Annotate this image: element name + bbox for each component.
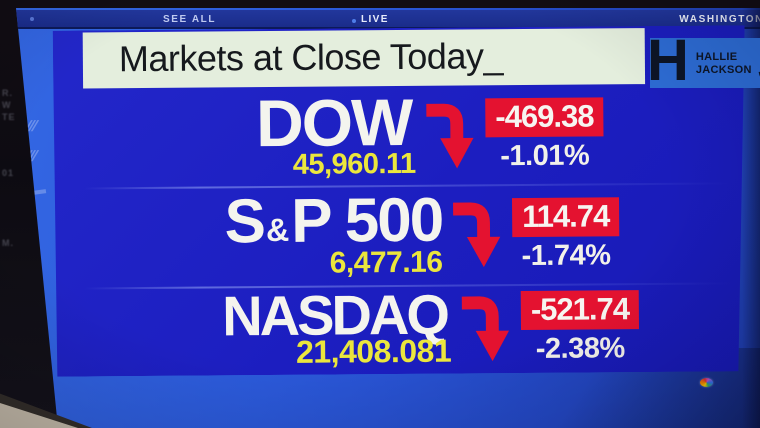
backdrop-text-fragment: M.: [2, 238, 14, 248]
index-name-block: NASDAQ 21,408.081: [55, 288, 452, 373]
bullet-dot-icon: [30, 17, 34, 21]
index-close-value: 45,960.11: [292, 148, 416, 182]
market-row-nasdaq: NASDAQ 21,408.081 -521.74 -2.38%: [55, 283, 748, 375]
trend-arrow-cell: [415, 96, 482, 177]
down-arrow-icon: [423, 96, 474, 176]
live-dot-icon: [352, 19, 356, 23]
location-label: WASHINGTON: [679, 14, 760, 25]
change-badge: -469.38: [485, 97, 603, 137]
see-all-label: SEE ALL: [163, 14, 217, 25]
index-close-value: 21,408.081: [295, 332, 452, 371]
change-block: 114.74 -1.74%: [512, 197, 620, 273]
change-block: -521.74 -2.38%: [521, 290, 640, 366]
change-badge: 114.74: [512, 197, 619, 237]
logo-letter-h: H: [650, 38, 689, 88]
index-name-block: S&P 500 6,477.16: [54, 192, 443, 282]
live-label: LIVE: [361, 14, 389, 25]
ticker-top-bar: SEE ALL LIVE WASHINGTON: [16, 10, 760, 29]
backdrop-text-fragment: W: [2, 100, 12, 110]
hallie-jackson-show-logo: H HALLIE JACKSON J: [650, 38, 760, 88]
backdrop-text-fragment: TE: [2, 112, 16, 122]
nbc-peacock-icon: [700, 378, 713, 387]
backdrop-text-fragment: 01: [2, 168, 15, 178]
change-percent: -1.74%: [521, 238, 611, 272]
index-name-part: S: [224, 187, 265, 257]
market-row-sp500: S&P 500 6,477.16 114.74 -1.74%: [54, 183, 747, 288]
show-host-name: HALLIE JACKSON: [696, 51, 752, 76]
change-block: -469.38 -1.01%: [485, 97, 604, 173]
host-last-name: JACKSON: [695, 64, 752, 76]
index-ampersand: &: [265, 211, 290, 248]
panel-title: Markets at Close Today_: [118, 35, 504, 80]
market-rows: DOW 45,960.11 -469.38 -1.01%: [53, 84, 747, 376]
down-arrow-icon: [450, 195, 501, 275]
backdrop-text-fragment: R.: [2, 88, 13, 98]
index-name: S&P 500: [224, 192, 442, 251]
host-first-name: HALLIE: [695, 51, 738, 64]
trend-arrow-cell: [442, 195, 509, 276]
watermark-slashes-icon: ///: [24, 118, 38, 135]
watermark-slashes-icon: ///: [24, 148, 38, 165]
nbc-news-now-vertical-label: NBC NEWS NOW: [28, 232, 37, 324]
index-close-value: 6,477.16: [329, 245, 443, 280]
studio-monitor-screen: SEE ALL LIVE WASHINGTON H HALLIE JACKSON…: [16, 8, 760, 428]
live-indicator: LIVE: [352, 14, 389, 25]
logo-letter-j: J: [758, 38, 760, 88]
watermark-dash-icon: [32, 189, 47, 195]
market-row-dow: DOW 45,960.11 -469.38 -1.01%: [27, 84, 720, 188]
studio-backdrop: R. W TE 01 M.: [0, 0, 20, 428]
change-percent: -1.01%: [500, 139, 590, 173]
change-percent: -2.38%: [535, 332, 625, 365]
index-name-block: DOW 45,960.11: [27, 92, 416, 185]
screen-edge-shading: [742, 8, 760, 428]
markets-panel: Markets at Close Today_ DOW 45,960.11: [53, 25, 748, 376]
index-name: DOW: [256, 92, 416, 154]
trend-arrow-cell: [451, 291, 518, 368]
panel-header: Markets at Close Today_: [83, 28, 645, 88]
down-arrow-icon: [459, 291, 510, 367]
change-badge: -521.74: [521, 290, 639, 330]
